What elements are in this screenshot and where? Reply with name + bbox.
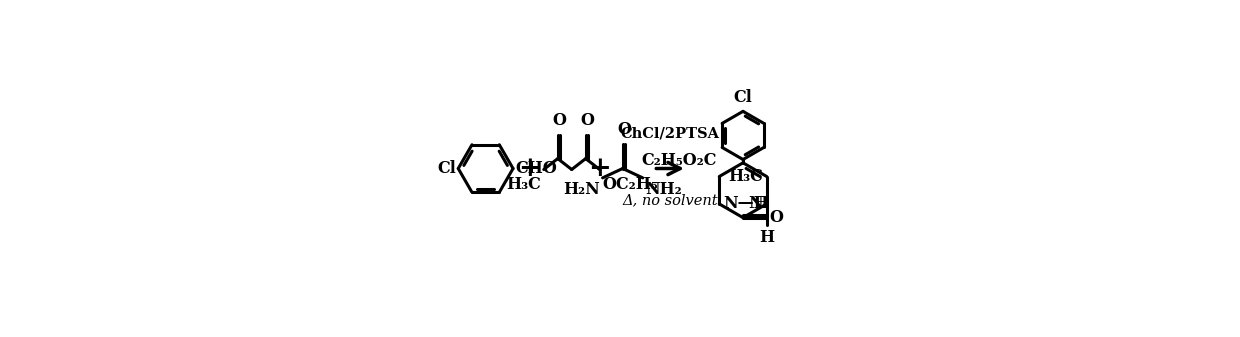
Text: Δ, no solvent: Δ, no solvent (622, 193, 718, 208)
Text: OC₂H₅: OC₂H₅ (603, 176, 658, 192)
Text: +: + (589, 155, 611, 182)
Text: Cl: Cl (438, 160, 456, 177)
Text: O: O (580, 112, 594, 128)
Text: N: N (748, 195, 763, 212)
Text: NH₂: NH₂ (645, 181, 682, 198)
Text: C₂H₅O₂C: C₂H₅O₂C (641, 152, 717, 169)
Text: H₂N: H₂N (563, 181, 600, 198)
Text: O: O (618, 121, 631, 139)
Text: H₃C: H₃C (506, 176, 541, 192)
Text: H₃C: H₃C (728, 168, 763, 185)
Text: O: O (769, 209, 784, 226)
Text: CHO: CHO (516, 160, 557, 177)
Text: O: O (552, 112, 567, 128)
Text: ChCl/2PTSA: ChCl/2PTSA (621, 126, 719, 140)
Text: Cl: Cl (734, 89, 753, 106)
Text: +: + (518, 155, 541, 182)
Text: H: H (759, 229, 774, 246)
Text: N—H: N—H (723, 195, 769, 212)
